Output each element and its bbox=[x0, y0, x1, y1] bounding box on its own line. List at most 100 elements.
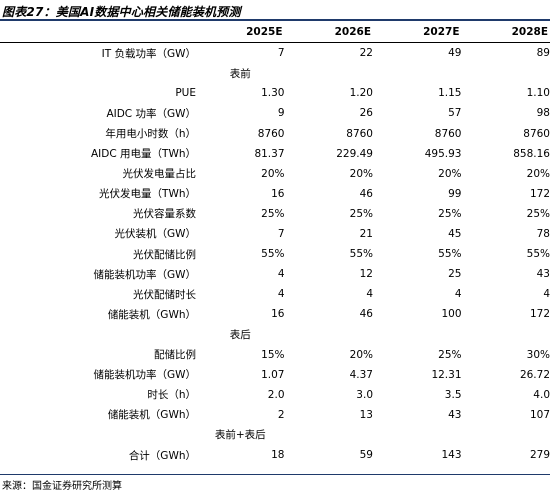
table-row: 光伏发电量占比 20% 20% 20% 20% bbox=[0, 164, 550, 184]
table-row: 储能装机功率（GW） 4 12 25 43 bbox=[0, 264, 550, 284]
value-cell-2025e: 2.0 bbox=[267, 388, 285, 401]
value-cell-2027e: 25% bbox=[438, 207, 462, 220]
value-cell-2025e: 7 bbox=[277, 227, 285, 240]
value-cell-2026e: 59 bbox=[359, 449, 373, 462]
value-cell-2027e: 12.31 bbox=[431, 368, 462, 381]
row-label: 光伏装机（GW） bbox=[114, 228, 196, 241]
value-cell-2026e: 4.37 bbox=[349, 368, 373, 381]
value-cell-2028e: 89 bbox=[536, 47, 550, 60]
value-cell-2027e: 43 bbox=[448, 408, 462, 421]
value-cell-2026e: 25% bbox=[349, 207, 373, 220]
row-label: 储能装机（GWh） bbox=[107, 409, 196, 422]
value-cell-2026e: 26 bbox=[359, 107, 373, 120]
value-cell-2028e: 1.10 bbox=[526, 87, 550, 100]
section-filler bbox=[285, 324, 550, 344]
value-cell-2025e: 7 bbox=[277, 47, 285, 60]
header-row: 2025E 2026E 2027E 2028E bbox=[0, 22, 550, 43]
row-label: PUE bbox=[175, 87, 196, 100]
section-row: 表前+表后 bbox=[0, 425, 550, 445]
section-label: 表前 bbox=[229, 67, 251, 80]
value-cell-2028e: 858.16 bbox=[513, 147, 550, 160]
table-row: 时长（h） 2.0 3.0 3.5 4.0 bbox=[0, 385, 550, 405]
value-cell-2026e: 46 bbox=[359, 187, 373, 200]
table-row: 光伏装机（GW） 7 21 45 78 bbox=[0, 224, 550, 244]
value-cell-2025e: 20% bbox=[261, 167, 285, 180]
value-cell-2028e: 172 bbox=[529, 308, 550, 321]
source-note: 来源：国金证券研究所测算 bbox=[2, 481, 122, 492]
header-cell-2028e: 2028E bbox=[511, 26, 548, 39]
value-cell-2025e: 1.30 bbox=[261, 87, 285, 100]
value-cell-2027e: 143 bbox=[441, 449, 462, 462]
row-label: 光伏容量系数 bbox=[133, 208, 196, 221]
section-label: 表后 bbox=[229, 328, 251, 341]
row-label: 配储比例 bbox=[154, 349, 196, 362]
row-label: 光伏发电量（TWh） bbox=[99, 188, 196, 201]
value-cell-2028e: 43 bbox=[536, 268, 550, 281]
row-label: IT 负载功率（GW） bbox=[101, 47, 196, 60]
value-cell-2027e: 57 bbox=[448, 107, 462, 120]
forecast-table: 2025E 2026E 2027E 2028E IT 负载功率（GW） 7 22 49… bbox=[0, 22, 550, 465]
value-cell-2027e: 100 bbox=[441, 308, 462, 321]
row-label: 合计（GWh） bbox=[128, 449, 196, 462]
value-cell-2025e: 4 bbox=[277, 268, 285, 281]
row-label: 年用电小时数（h） bbox=[105, 128, 196, 141]
header-cell-2026e: 2026E bbox=[334, 26, 371, 39]
table-row: 合计（GWh） 18 59 143 279 bbox=[0, 445, 550, 465]
table-row: 年用电小时数（h） 8760 8760 8760 8760 bbox=[0, 123, 550, 143]
value-cell-2027e: 25% bbox=[438, 348, 462, 361]
value-cell-2028e: 4.0 bbox=[533, 388, 550, 401]
value-cell-2026e: 20% bbox=[349, 348, 373, 361]
row-label: 光伏配储比例 bbox=[133, 248, 196, 261]
section-filler bbox=[285, 425, 550, 445]
table-row: 光伏配储比例 55% 55% 55% 55% bbox=[0, 244, 550, 264]
value-cell-2026e: 8760 bbox=[346, 127, 373, 140]
value-cell-2026e: 22 bbox=[359, 47, 373, 60]
value-cell-2028e: 172 bbox=[529, 187, 550, 200]
value-cell-2025e: 16 bbox=[271, 187, 285, 200]
value-cell-2026e: 13 bbox=[359, 408, 373, 421]
table-row: 光伏配储时长 4 4 4 4 bbox=[0, 284, 550, 304]
table-row: IT 负载功率（GW） 7 22 49 89 bbox=[0, 43, 550, 64]
value-cell-2026e: 1.20 bbox=[349, 87, 373, 100]
section-spacer bbox=[0, 425, 196, 445]
value-cell-2028e: 30% bbox=[526, 348, 550, 361]
value-cell-2025e: 2 bbox=[277, 408, 285, 421]
section-filler bbox=[285, 63, 550, 83]
value-cell-2025e: 16 bbox=[271, 308, 285, 321]
value-cell-2028e: 4 bbox=[543, 288, 550, 301]
header-cell-2025e: 2025E bbox=[246, 26, 283, 39]
table-body: IT 负载功率（GW） 7 22 49 89 表前 PUE 1.30 1.20 1.15 1.10 A… bbox=[0, 43, 550, 465]
value-cell-2026e: 229.49 bbox=[336, 147, 373, 160]
row-label: 储能装机功率（GW） bbox=[93, 369, 196, 382]
value-cell-2028e: 25% bbox=[526, 207, 550, 220]
table-row: AIDC 用电量（TWh） 81.37 229.49 495.93 858.16 bbox=[0, 144, 550, 164]
value-cell-2026e: 4 bbox=[366, 288, 373, 301]
row-label: 光伏发电量占比 bbox=[122, 168, 197, 181]
value-cell-2025e: 15% bbox=[261, 348, 285, 361]
value-cell-2025e: 18 bbox=[271, 449, 285, 462]
header-cell-label bbox=[0, 22, 196, 43]
table-title: 图表27：美国AI数据中心相关储能装机预测 bbox=[2, 5, 241, 19]
value-cell-2025e: 9 bbox=[277, 107, 285, 120]
value-cell-2027e: 495.93 bbox=[424, 147, 462, 160]
row-label: 储能装机功率（GW） bbox=[93, 268, 196, 281]
value-cell-2026e: 20% bbox=[349, 167, 373, 180]
row-label: 光伏配储时长 bbox=[133, 288, 196, 301]
value-cell-2027e: 55% bbox=[438, 248, 462, 261]
value-cell-2025e: 1.07 bbox=[261, 368, 285, 381]
value-cell-2026e: 55% bbox=[349, 248, 373, 261]
value-cell-2025e: 81.37 bbox=[254, 147, 285, 160]
value-cell-2027e: 3.5 bbox=[444, 388, 462, 401]
value-cell-2028e: 55% bbox=[526, 248, 550, 261]
table-row: 储能装机（GWh） 16 46 100 172 bbox=[0, 304, 550, 324]
row-label: 储能装机（GWh） bbox=[107, 308, 196, 321]
value-cell-2025e: 25% bbox=[261, 207, 285, 220]
value-cell-2028e: 26.72 bbox=[519, 368, 550, 381]
bottom-rule bbox=[0, 474, 550, 475]
value-cell-2028e: 107 bbox=[529, 408, 550, 421]
table-row: 光伏容量系数 25% 25% 25% 25% bbox=[0, 204, 550, 224]
section-spacer bbox=[0, 63, 196, 83]
value-cell-2027e: 25 bbox=[448, 268, 462, 281]
value-cell-2028e: 78 bbox=[536, 227, 550, 240]
table-row: 配储比例 15% 20% 25% 30% bbox=[0, 345, 550, 365]
